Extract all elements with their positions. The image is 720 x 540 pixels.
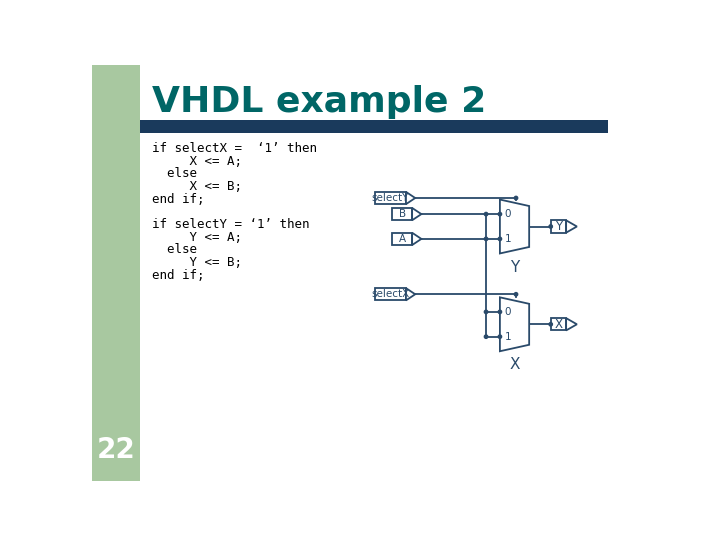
Bar xyxy=(551,220,566,233)
Text: else: else xyxy=(152,244,197,256)
Circle shape xyxy=(549,322,552,326)
Text: B: B xyxy=(399,209,405,219)
Circle shape xyxy=(485,310,487,314)
Text: 0: 0 xyxy=(505,209,511,219)
Circle shape xyxy=(485,212,487,216)
Circle shape xyxy=(514,293,518,296)
Polygon shape xyxy=(412,233,421,245)
Circle shape xyxy=(498,237,502,241)
Circle shape xyxy=(485,335,487,339)
Text: end if;: end if; xyxy=(152,193,204,206)
Polygon shape xyxy=(566,220,577,233)
Text: 22: 22 xyxy=(96,436,135,464)
Text: X: X xyxy=(554,318,562,331)
Text: if selectY = ‘1’ then: if selectY = ‘1’ then xyxy=(152,218,310,231)
Circle shape xyxy=(498,310,502,314)
Bar xyxy=(392,233,412,245)
Polygon shape xyxy=(500,200,529,253)
Text: 1: 1 xyxy=(505,332,511,342)
Text: X <= A;: X <= A; xyxy=(152,154,242,167)
Bar xyxy=(392,208,412,220)
Polygon shape xyxy=(412,208,421,220)
Text: end if;: end if; xyxy=(152,269,204,282)
Polygon shape xyxy=(140,65,234,150)
Text: Y <= A;: Y <= A; xyxy=(152,231,242,244)
Text: A: A xyxy=(399,234,405,244)
Text: VHDL example 2: VHDL example 2 xyxy=(152,85,486,119)
Text: X <= B;: X <= B; xyxy=(152,180,242,193)
Circle shape xyxy=(498,335,502,339)
Polygon shape xyxy=(406,288,415,300)
Text: X: X xyxy=(509,357,520,373)
Polygon shape xyxy=(92,65,140,481)
Bar xyxy=(551,318,566,330)
Polygon shape xyxy=(500,298,529,351)
Circle shape xyxy=(549,225,552,228)
Bar xyxy=(375,288,406,300)
Polygon shape xyxy=(566,318,577,330)
Text: 0: 0 xyxy=(505,307,511,317)
Circle shape xyxy=(514,197,518,200)
Circle shape xyxy=(485,237,487,241)
Text: Y <= B;: Y <= B; xyxy=(152,256,242,269)
Bar xyxy=(375,192,406,204)
Text: selectX: selectX xyxy=(372,289,410,299)
Text: 1: 1 xyxy=(505,234,511,244)
Polygon shape xyxy=(140,65,647,481)
Text: else: else xyxy=(152,167,197,180)
Polygon shape xyxy=(406,192,415,204)
Text: selectY: selectY xyxy=(372,193,409,203)
Circle shape xyxy=(498,212,502,216)
Bar xyxy=(140,120,608,132)
Text: Y: Y xyxy=(555,220,562,233)
Text: if selectX =  ‘1’ then: if selectX = ‘1’ then xyxy=(152,142,317,155)
Text: Y: Y xyxy=(510,260,519,275)
